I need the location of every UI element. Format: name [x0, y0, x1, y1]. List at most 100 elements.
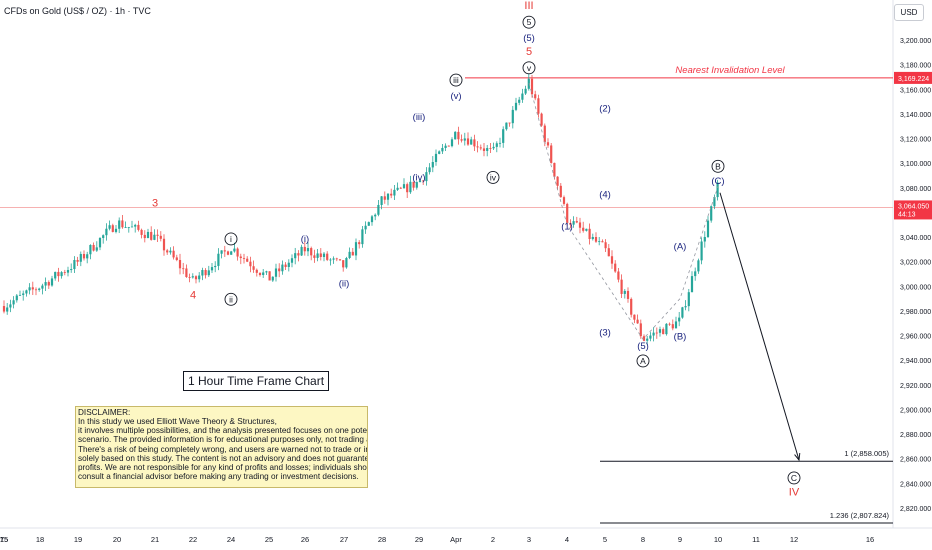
x-tick-label: 26: [301, 535, 309, 544]
candle-body: [354, 242, 358, 256]
candle-body: [86, 254, 89, 259]
candle-body: [313, 255, 316, 258]
currency-button[interactable]: USD: [894, 4, 924, 21]
candle-body: [166, 250, 169, 253]
candle-body: [652, 332, 655, 336]
wave-label: (B): [674, 331, 687, 342]
candle-body: [50, 278, 54, 286]
candle-body: [63, 272, 66, 273]
candle-body: [505, 122, 508, 130]
wave-label: iii: [453, 75, 459, 85]
candle-body: [585, 228, 588, 231]
x-tick-label: 3: [527, 535, 531, 544]
candle-body: [678, 317, 681, 322]
wave-label: 5: [526, 46, 532, 58]
candle-body: [252, 266, 255, 270]
candle-body: [150, 231, 153, 240]
candle-body: [546, 142, 550, 146]
candle-body: [92, 244, 95, 251]
candle-body: [614, 263, 617, 272]
wave-label: (3): [599, 328, 611, 339]
candle-body: [15, 295, 18, 301]
candle-body: [44, 282, 47, 286]
candle-body: [185, 268, 188, 278]
candle-body: [562, 197, 566, 204]
candle-body: [172, 250, 175, 258]
candle-body: [556, 176, 559, 186]
candle-body: [473, 139, 476, 147]
y-tick-label: 3,140.000: [900, 112, 931, 119]
candle-body: [137, 224, 140, 230]
candle-body: [290, 258, 294, 263]
candle-body: [258, 272, 262, 275]
candle-body: [217, 253, 220, 266]
candle-body: [79, 253, 82, 262]
wave-label: (iv): [412, 172, 425, 183]
invalidation-price-tag: [894, 71, 932, 84]
candle-body: [364, 225, 367, 230]
candle-body: [710, 206, 713, 221]
candle-body: [274, 268, 278, 277]
candle-body: [399, 187, 402, 189]
candle-body: [114, 228, 118, 232]
candle-body: [658, 329, 662, 333]
projection-arrow-line: [719, 192, 800, 461]
candle-body: [54, 271, 57, 279]
candle-body: [6, 307, 9, 312]
candle-body: [540, 113, 543, 126]
candle-body: [358, 242, 361, 245]
candle-body: [246, 258, 249, 262]
candle-body: [681, 307, 684, 318]
y-tick-label: 2,960.000: [900, 334, 931, 341]
wave-label: 3: [152, 197, 158, 209]
candle-body: [18, 294, 22, 296]
candle-body: [127, 226, 130, 228]
y-tick-label: 2,820.000: [900, 506, 931, 513]
candle-body: [390, 193, 393, 196]
wave-label: C: [791, 473, 797, 483]
candle-body: [626, 290, 630, 299]
candle-body: [284, 264, 287, 267]
wave-label-circle: [449, 73, 463, 87]
x-tick-label: 9: [678, 535, 682, 544]
candle-body: [31, 287, 34, 290]
candle-body: [124, 227, 127, 228]
candle-body: [108, 225, 111, 229]
candle-body: [492, 146, 495, 149]
wave-label: 5: [527, 17, 532, 27]
candle-body: [370, 216, 374, 223]
candle-body: [642, 336, 646, 341]
candle-body: [700, 241, 703, 261]
y-tick-label: 2,840.000: [900, 481, 931, 488]
y-tick-label: 3,000.000: [900, 284, 931, 291]
candle-body: [22, 293, 25, 295]
candle-body: [329, 259, 332, 261]
candle-body: [281, 264, 284, 272]
candle-body: [713, 197, 716, 207]
candle-body: [198, 275, 201, 280]
candle-body: [162, 238, 166, 251]
candle-body: [66, 270, 70, 273]
x-tick-label: 8: [641, 535, 645, 544]
candle-body: [418, 180, 422, 183]
candle-body: [498, 142, 502, 144]
wave-label-circle: [787, 471, 801, 485]
disclaimer-title: DISCLAIMER:: [78, 408, 131, 417]
y-tick-label: 3,180.000: [900, 63, 931, 70]
wave-label: (iii): [413, 112, 426, 123]
candle-body: [348, 251, 351, 259]
candle-body: [575, 221, 578, 223]
wave-label: (A): [674, 241, 687, 252]
candle-body: [191, 276, 194, 278]
y-tick-label: 3,160.000: [900, 87, 931, 94]
candle-body: [326, 253, 329, 260]
candle-body: [201, 270, 204, 276]
candle-body: [242, 258, 246, 259]
candle-body: [2, 306, 6, 312]
x-tick-label: 12: [790, 535, 798, 544]
candle-body: [102, 235, 105, 238]
x-tick-label: 18: [36, 535, 44, 544]
wave-label: (i): [301, 234, 309, 245]
